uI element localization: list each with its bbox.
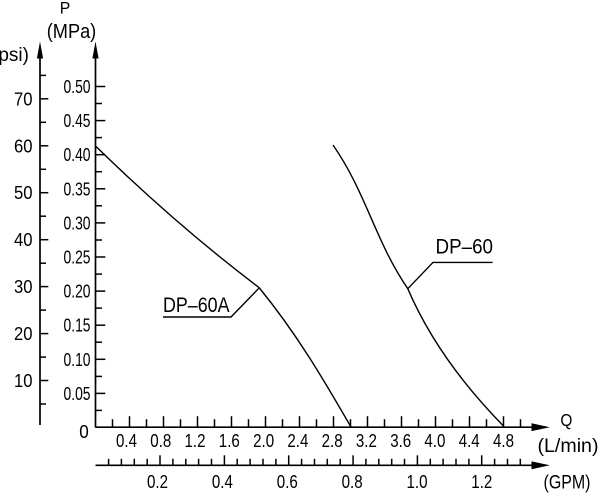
svg-text:0.4: 0.4 [116,431,137,451]
svg-text:30: 30 [14,277,33,297]
svg-text:(GPM): (GPM) [544,472,591,493]
svg-text:70: 70 [14,89,33,109]
svg-text:4.4: 4.4 [459,431,480,451]
svg-text:0.8: 0.8 [150,431,171,451]
svg-text:0.05: 0.05 [64,384,91,404]
svg-text:P: P [60,0,71,18]
svg-text:(L/min): (L/min) [538,436,599,457]
svg-text:0.15: 0.15 [64,316,91,336]
svg-text:0.4: 0.4 [212,472,233,492]
svg-text:0.10: 0.10 [64,350,91,370]
svg-text:0.45: 0.45 [64,111,91,131]
svg-text:0.6: 0.6 [277,472,298,492]
svg-text:0.40: 0.40 [64,145,91,165]
svg-text:40: 40 [14,230,33,250]
svg-text:2.4: 2.4 [287,431,308,451]
svg-text:3.6: 3.6 [390,431,411,451]
svg-text:0.2: 0.2 [147,472,168,492]
svg-text:2.8: 2.8 [322,431,343,451]
svg-text:10: 10 [14,371,33,391]
svg-text:1.2: 1.2 [185,431,206,451]
svg-text:DP–60A: DP–60A [163,293,230,317]
svg-text:Q: Q [560,410,572,430]
svg-text:60: 60 [14,136,33,156]
svg-text:DP–60: DP–60 [436,235,494,259]
svg-text:0.25: 0.25 [64,248,91,268]
svg-text:0.30: 0.30 [64,213,91,233]
svg-text:50: 50 [14,183,33,203]
svg-text:1.2: 1.2 [471,472,492,492]
svg-text:0.50: 0.50 [64,77,91,97]
svg-text:0.8: 0.8 [342,472,363,492]
svg-text:(MPa): (MPa) [47,21,97,43]
svg-text:0.20: 0.20 [64,282,91,302]
svg-text:3.2: 3.2 [356,431,377,451]
svg-text:1.0: 1.0 [407,472,428,492]
svg-text:4.8: 4.8 [493,431,514,451]
svg-text:1.6: 1.6 [219,431,240,451]
svg-text:4.0: 4.0 [424,431,445,451]
svg-text:(psi): (psi) [0,45,29,66]
svg-text:0: 0 [79,422,89,442]
svg-text:20: 20 [14,324,33,344]
svg-text:0.35: 0.35 [64,179,91,199]
svg-text:2.0: 2.0 [253,431,274,451]
